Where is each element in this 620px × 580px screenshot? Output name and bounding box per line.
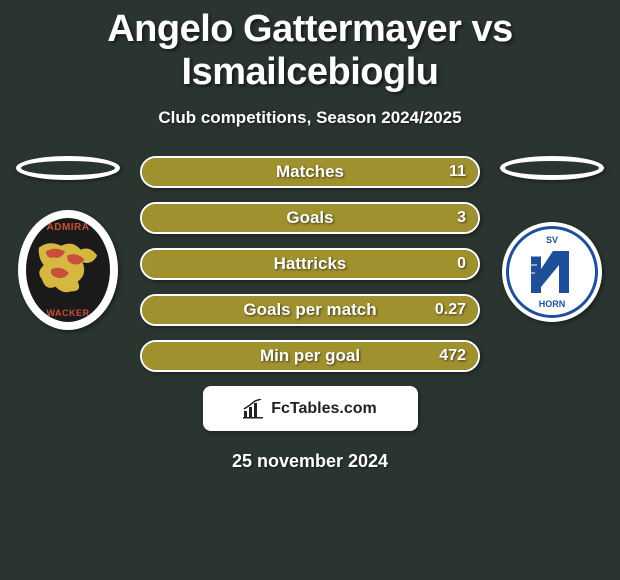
stat-label: Goals	[286, 208, 333, 228]
stat-label: Min per goal	[260, 346, 360, 366]
left-player-column: ADMIRA WACKER	[8, 156, 128, 330]
brand-text: FcTables.com	[271, 400, 377, 418]
source-attribution: FcTables.com	[203, 386, 418, 431]
stat-value: 3	[457, 209, 466, 227]
stat-label: Hattricks	[274, 254, 347, 274]
right-club-badge: SV HORN	[502, 222, 602, 322]
dragon-icon	[34, 238, 102, 296]
page-title: Angelo Gattermayer vs Ismailcebioglu	[0, 0, 620, 94]
left-club-badge: ADMIRA WACKER	[18, 210, 118, 330]
badge-left-bottom-text: WACKER	[26, 308, 110, 318]
stat-row: Goals 3	[140, 202, 480, 234]
stat-value: 472	[439, 347, 466, 365]
stat-value: 0	[457, 255, 466, 273]
stat-row: Goals per match 0.27	[140, 294, 480, 326]
right-ellipse	[500, 156, 604, 180]
stat-value: 11	[449, 163, 466, 181]
date-text: 25 november 2024	[0, 451, 620, 472]
comparison-content: ADMIRA WACKER SV	[0, 156, 620, 472]
stat-row: Hattricks 0	[140, 248, 480, 280]
stat-label: Matches	[276, 162, 344, 182]
stat-row: Min per goal 472	[140, 340, 480, 372]
badge-right-top-text: SV	[509, 235, 595, 245]
horn-icon	[527, 247, 581, 301]
stat-row: Matches 11	[140, 156, 480, 188]
chart-icon	[243, 399, 265, 419]
stats-bars: Matches 11 Goals 3 Hattricks 0 Goals per match…	[140, 156, 480, 372]
badge-right-bottom-text: HORN	[509, 299, 595, 309]
badge-left-top-text: ADMIRA	[26, 222, 110, 233]
subtitle: Club competitions, Season 2024/2025	[0, 108, 620, 128]
left-ellipse	[16, 156, 120, 180]
stat-label: Goals per match	[243, 300, 376, 320]
stat-value: 0.27	[435, 301, 466, 319]
right-player-column: SV HORN	[492, 156, 612, 322]
